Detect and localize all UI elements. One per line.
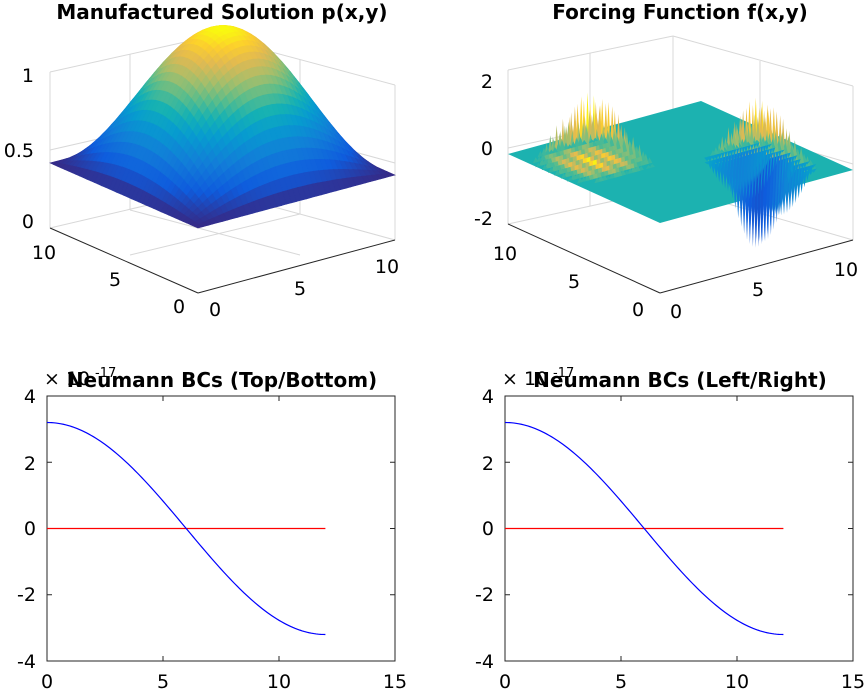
p2-z-tick-0: 0: [481, 138, 493, 160]
p1-y-tick-5: 5: [109, 269, 121, 291]
surface-facet: [385, 173, 396, 177]
spike-down: [704, 160, 711, 165]
spike-up: [540, 152, 546, 162]
spike-up: [604, 129, 611, 149]
spike-up: [577, 177, 583, 184]
p4-y-tick-m4: -4: [475, 651, 494, 673]
p3-exponent-power: -17: [95, 366, 116, 381]
spike-up: [541, 164, 548, 171]
p3-x-tick-0: 0: [41, 671, 53, 691]
p4-x-tick-10: 10: [725, 671, 749, 691]
spike-up: [570, 141, 577, 149]
p4-x-tick-15: 15: [841, 671, 865, 691]
spike-down: [810, 164, 817, 168]
spike-up: [554, 169, 561, 176]
spike-down: [810, 168, 817, 173]
p3-y-tick-0: 0: [24, 518, 36, 540]
spike-down: [704, 156, 710, 162]
spike-down: [778, 149, 785, 154]
p2-y-tick-5: 5: [568, 271, 580, 293]
panel-forcing-function: Forcing Function f(x,y) 2 0 -2 10 5 0 0 …: [474, 0, 858, 323]
spike-down: [804, 161, 810, 165]
p3-y-tick-2: 2: [24, 453, 36, 475]
p3-y-tick-4: 4: [24, 386, 36, 408]
p1-y-tick-0: 0: [173, 296, 185, 318]
p2-y-tick-10: 10: [493, 243, 517, 265]
panel-manufactured-solution: Manufactured Solution p(x,y) 1 0.5 0 10 …: [4, 0, 399, 321]
p1-z-tick-0: 0: [22, 211, 34, 233]
p2-z-tick-2: 2: [481, 71, 493, 93]
spike-up: [548, 167, 554, 173]
p1-y-tick-10: 10: [32, 242, 56, 264]
p1-z-tick-1: 1: [22, 65, 34, 87]
spike-up: [636, 144, 643, 163]
p3-x-tick-15: 15: [383, 671, 407, 691]
spike-up: [552, 147, 558, 154]
p4-y-tick-2: 2: [482, 453, 494, 475]
p2-x-tick-5: 5: [752, 279, 764, 301]
spike-up: [570, 171, 577, 181]
spike-up: [532, 157, 539, 164]
p3-y-tick-m4: -4: [17, 651, 36, 673]
p1-title: Manufactured Solution p(x,y): [56, 0, 387, 24]
p3-x-tick-10: 10: [267, 671, 291, 691]
spike-up: [584, 173, 591, 182]
forcing-function-surface: [508, 92, 853, 248]
p4-title: Neumann BCs (Left/Right): [533, 368, 827, 392]
p2-y-tick-0: 0: [632, 299, 644, 321]
p1-x-tick-10: 10: [375, 256, 399, 278]
p4-x-tick-5: 5: [615, 671, 627, 691]
p4-series-cosine: [504, 421, 784, 636]
spike-up: [588, 139, 595, 144]
spike-up: [541, 147, 547, 157]
p3-exponent-base: × 10: [44, 368, 90, 390]
p3-title: Neumann BCs (Top/Bottom): [67, 368, 377, 392]
panel-neumann-left-right: × 10 -17 Neumann BCs (Left/Right) 4 2 0 …: [475, 366, 865, 691]
spike-up: [567, 177, 573, 182]
p4-y-tick-m2: -2: [475, 584, 494, 606]
p2-z-tick-m2: -2: [474, 208, 493, 230]
spike-up: [560, 173, 567, 179]
p4-exponent-power: -17: [553, 366, 574, 381]
spike-up: [539, 156, 545, 167]
p2-title: Forcing Function f(x,y): [552, 0, 808, 24]
p2-x-tick-10: 10: [834, 259, 858, 281]
p4-tick-marks: [504, 395, 854, 662]
spike-up: [630, 163, 637, 174]
spike-up: [598, 133, 605, 146]
spike-up: [609, 172, 615, 180]
spike-up: [645, 164, 652, 170]
manufactured-solution-surface: [49, 25, 396, 229]
p4-x-tick-0: 0: [499, 671, 511, 691]
spike-down: [766, 143, 772, 148]
panel-neumann-top-bottom: × 10 -17 Neumann BCs (Top/Bottom) 4 2 0 …: [17, 366, 407, 691]
p1-x-tick-0: 0: [209, 299, 221, 321]
p3-series-cosine: [46, 421, 326, 636]
spike-up: [598, 173, 604, 183]
p4-exponent-base: × 10: [502, 368, 548, 390]
spike-up: [537, 150, 544, 158]
spike-up: [627, 167, 634, 175]
spike-up: [535, 162, 542, 168]
p4-y-tick-0: 0: [482, 518, 494, 540]
spike-up: [573, 137, 580, 148]
p2-x-tick-0: 0: [670, 301, 682, 323]
spike-up: [594, 176, 601, 184]
p1-x-tick-5: 5: [294, 278, 306, 300]
p1-axes-lines: [49, 227, 396, 294]
p2-axes-lines: [507, 223, 854, 294]
p4-y-tick-4: 4: [482, 386, 494, 408]
p1-z-tick-0.5: 0.5: [4, 140, 34, 162]
spike-up: [710, 150, 716, 157]
spike-up: [559, 139, 566, 152]
spike-up: [555, 141, 562, 153]
p3-y-tick-m2: -2: [17, 584, 36, 606]
p3-x-tick-5: 5: [157, 671, 169, 691]
